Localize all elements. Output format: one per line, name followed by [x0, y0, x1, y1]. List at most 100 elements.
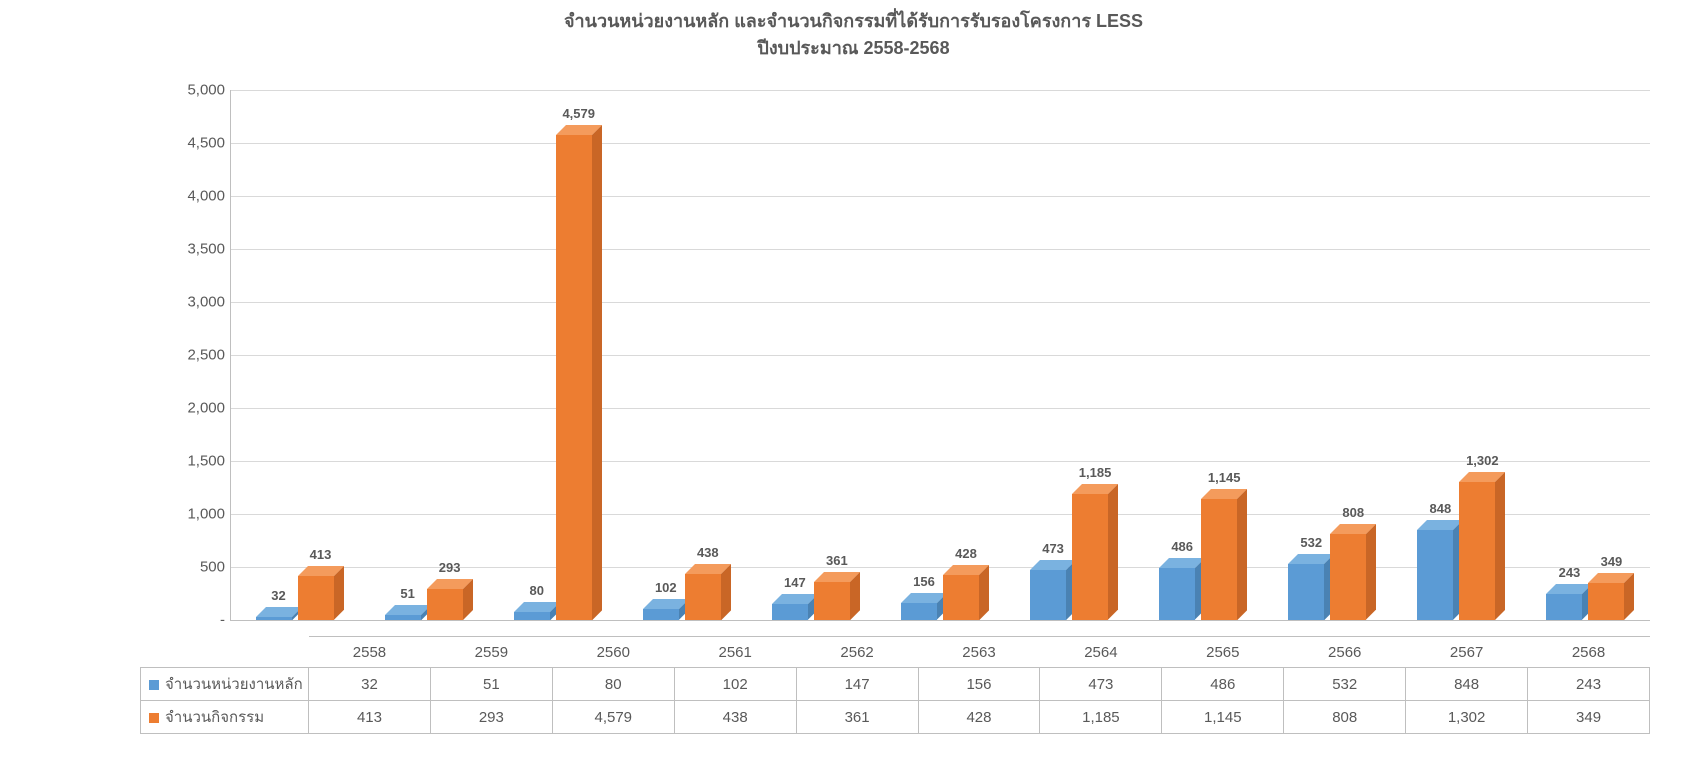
bar: 1,185 — [1072, 494, 1108, 620]
table-category-cell: 2568 — [1528, 637, 1650, 668]
bar-value-label: 486 — [1159, 539, 1205, 554]
bar: 473 — [1030, 570, 1066, 620]
table-value-cell: 438 — [674, 701, 796, 734]
bar: 848 — [1417, 530, 1453, 620]
bar: 293 — [427, 589, 463, 620]
bar: 51 — [385, 615, 421, 620]
bar-value-label: 293 — [427, 560, 473, 575]
legend-swatch — [149, 713, 159, 723]
bar-value-label: 156 — [901, 574, 947, 589]
table-value-cell: 349 — [1528, 701, 1650, 734]
table-category-cell: 2558 — [309, 637, 431, 668]
y-tick-label: 2,500 — [187, 347, 225, 364]
y-tick-label: 3,000 — [187, 294, 225, 311]
bar: 428 — [943, 575, 979, 620]
y-tick-label: 1,000 — [187, 506, 225, 523]
bar-value-label: 243 — [1546, 565, 1592, 580]
bar: 361 — [814, 582, 850, 620]
table-series-row: จำนวนหน่วยงานหลัก32518010214715647348653… — [141, 668, 1650, 701]
table-value-cell: 156 — [918, 668, 1040, 701]
data-table: 2558255925602561256225632564256525662567… — [140, 636, 1650, 734]
bar: 80 — [514, 612, 550, 620]
bar: 102 — [643, 609, 679, 620]
table-value-cell: 808 — [1284, 701, 1406, 734]
table-category-cell: 2565 — [1162, 637, 1284, 668]
table-value-cell: 32 — [309, 668, 431, 701]
table-value-cell: 1,185 — [1040, 701, 1162, 734]
chart-container: { "chart": { "type": "bar", "title_line1… — [0, 0, 1707, 782]
bar: 532 — [1288, 564, 1324, 620]
table-series-row: จำนวนกิจกรรม4132934,5794383614281,1851,1… — [141, 701, 1650, 734]
legend-swatch — [149, 680, 159, 690]
bar-value-label: 848 — [1417, 501, 1463, 516]
bar: 156 — [901, 603, 937, 620]
y-tick-label: 4,500 — [187, 135, 225, 152]
table-value-cell: 413 — [309, 701, 431, 734]
table-category-cell: 2559 — [430, 637, 552, 668]
bar-value-label: 51 — [385, 586, 431, 601]
legend-cell: จำนวนกิจกรรม — [141, 701, 309, 734]
bar: 1,302 — [1459, 482, 1495, 620]
bar-value-label: 32 — [256, 588, 302, 603]
table-category-cell: 2563 — [918, 637, 1040, 668]
table-blank-cell — [141, 637, 309, 668]
bar-value-label: 1,302 — [1459, 453, 1505, 468]
plot-area: 3241351293804,5791024381473611564284731,… — [230, 90, 1650, 621]
y-tick-label: 1,500 — [187, 453, 225, 470]
bar-value-label: 102 — [643, 580, 689, 595]
table-category-cell: 2564 — [1040, 637, 1162, 668]
legend-label: จำนวนหน่วยงานหลัก — [165, 676, 303, 693]
legend-label: จำนวนกิจกรรม — [165, 709, 264, 726]
y-tick-label: 500 — [200, 559, 225, 576]
chart-title: จำนวนหน่วยงานหลัก และจำนวนกิจกรรมที่ได้ร… — [0, 0, 1707, 62]
table-category-cell: 2566 — [1284, 637, 1406, 668]
table-value-cell: 4,579 — [552, 701, 674, 734]
bar-value-label: 349 — [1588, 554, 1634, 569]
y-axis-labels: -5001,0001,5002,0002,5003,0003,5004,0004… — [140, 90, 225, 620]
bar-value-label: 1,185 — [1072, 465, 1118, 480]
bar-value-label: 361 — [814, 553, 860, 568]
bar-value-label: 1,145 — [1201, 470, 1247, 485]
table-value-cell: 361 — [796, 701, 918, 734]
bar-value-label: 4,579 — [556, 106, 602, 121]
table-value-cell: 102 — [674, 668, 796, 701]
bar-value-label: 532 — [1288, 535, 1334, 550]
bars-layer: 3241351293804,5791024381473611564284731,… — [230, 90, 1650, 620]
bar: 243 — [1546, 594, 1582, 620]
table-value-cell: 473 — [1040, 668, 1162, 701]
bar: 413 — [298, 576, 334, 620]
y-tick-label: 3,500 — [187, 241, 225, 258]
bar: 808 — [1330, 534, 1366, 620]
table-value-cell: 1,145 — [1162, 701, 1284, 734]
chart-title-line1: จำนวนหน่วยงานหลัก และจำนวนกิจกรรมที่ได้ร… — [0, 8, 1707, 35]
bar-value-label: 147 — [772, 575, 818, 590]
table-category-row: 2558255925602561256225632564256525662567… — [141, 637, 1650, 668]
table-value-cell: 147 — [796, 668, 918, 701]
table-value-cell: 486 — [1162, 668, 1284, 701]
bar: 486 — [1159, 568, 1195, 620]
y-tick-label: 2,000 — [187, 400, 225, 417]
table-value-cell: 1,302 — [1406, 701, 1528, 734]
table-value-cell: 428 — [918, 701, 1040, 734]
table-category-cell: 2562 — [796, 637, 918, 668]
legend-cell: จำนวนหน่วยงานหลัก — [141, 668, 309, 701]
bar-value-label: 808 — [1330, 505, 1376, 520]
table-value-cell: 243 — [1528, 668, 1650, 701]
table-value-cell: 80 — [552, 668, 674, 701]
bar: 438 — [685, 574, 721, 620]
chart-title-line2: ปีงบประมาณ 2558-2568 — [0, 35, 1707, 62]
bar-value-label: 428 — [943, 546, 989, 561]
bar-value-label: 473 — [1030, 541, 1076, 556]
y-tick-label: 4,000 — [187, 188, 225, 205]
bar: 147 — [772, 604, 808, 620]
table-category-cell: 2561 — [674, 637, 796, 668]
table-value-cell: 51 — [430, 668, 552, 701]
table-value-cell: 848 — [1406, 668, 1528, 701]
bar-value-label: 413 — [298, 547, 344, 562]
bar: 1,145 — [1201, 499, 1237, 620]
bar: 349 — [1588, 583, 1624, 620]
bar: 32 — [256, 617, 292, 620]
bar: 4,579 — [556, 135, 592, 620]
bar-value-label: 80 — [514, 583, 560, 598]
table-category-cell: 2560 — [552, 637, 674, 668]
